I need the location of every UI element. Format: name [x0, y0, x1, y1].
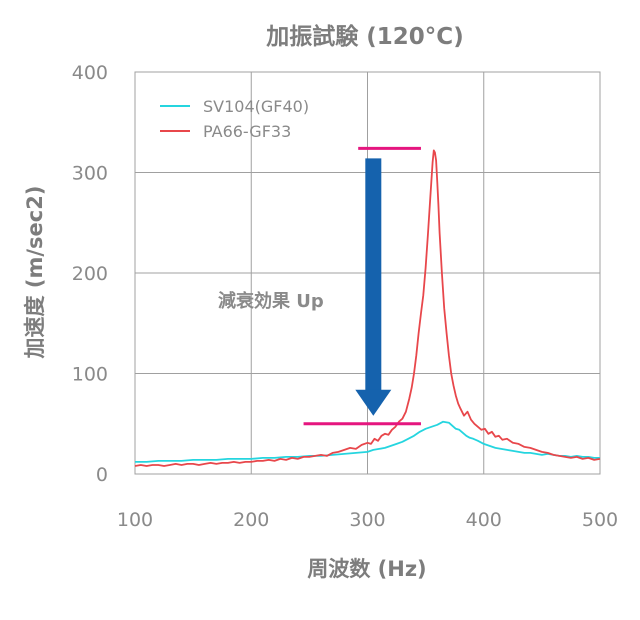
damping-annotation — [303, 146, 421, 426]
arrow-shaft — [365, 158, 382, 391]
y-tick-label: 100 — [72, 364, 108, 386]
y-tick-label: 400 — [72, 62, 108, 84]
x-tick-label: 100 — [117, 509, 153, 531]
series-line-sv104 — [135, 420, 600, 463]
x-tick-label: 200 — [233, 509, 269, 531]
y-tick-labels: 0 100 200 300 400 — [72, 62, 108, 486]
annotation-text: 減衰効果 Up — [218, 290, 324, 312]
legend-label-pa66: PA66-GF33 — [203, 122, 291, 141]
y-axis-label: 加速度 (m/sec2) — [23, 186, 47, 360]
legend: SV104(GF40) PA66-GF33 — [160, 97, 309, 141]
y-tick-label: 0 — [96, 464, 108, 486]
y-tick-label: 200 — [72, 263, 108, 285]
legend-label-sv104: SV104(GF40) — [203, 97, 309, 116]
chart-title: 加振試験 (120°C) — [265, 23, 463, 50]
x-tick-label: 500 — [582, 509, 618, 531]
down-arrow-icon — [355, 389, 392, 416]
x-axis-label: 周波数 (Hz) — [307, 557, 426, 581]
x-tick-label: 300 — [349, 509, 385, 531]
series-lines — [134, 149, 601, 467]
x-tick-label: 400 — [466, 509, 502, 531]
y-tick-label: 300 — [72, 163, 108, 185]
x-tick-labels: 100 200 300 400 500 — [117, 509, 618, 531]
plot-frame — [134, 71, 601, 475]
series-line-pa66 — [134, 149, 601, 467]
